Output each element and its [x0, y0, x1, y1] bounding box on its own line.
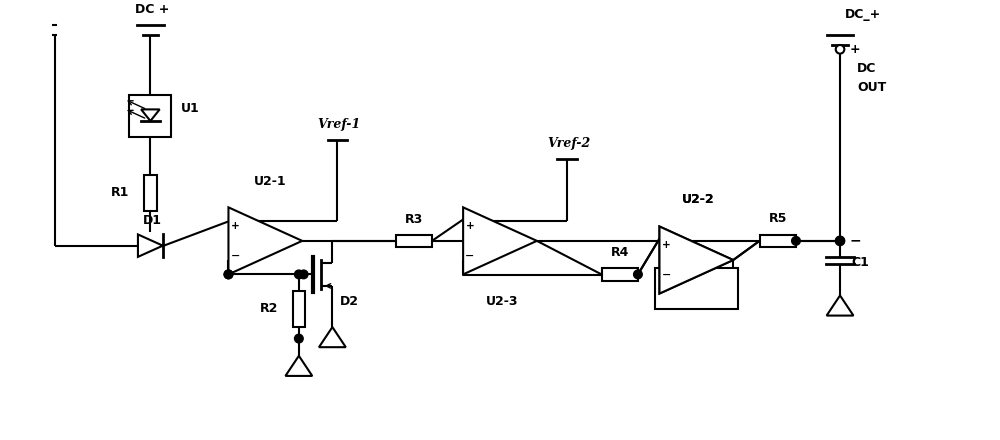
- Circle shape: [295, 334, 303, 343]
- Text: R5: R5: [769, 212, 787, 224]
- Text: +: +: [231, 221, 240, 231]
- Polygon shape: [463, 207, 537, 275]
- Text: −: −: [661, 270, 671, 280]
- Polygon shape: [659, 227, 733, 293]
- Circle shape: [299, 270, 308, 279]
- Text: −: −: [465, 251, 475, 261]
- Bar: [760, 235, 796, 247]
- Circle shape: [836, 237, 844, 245]
- Text: +: +: [850, 43, 860, 56]
- Text: DC +: DC +: [135, 3, 169, 16]
- Text: R4: R4: [611, 246, 629, 259]
- Polygon shape: [141, 110, 160, 121]
- Polygon shape: [319, 327, 346, 347]
- Text: U2-1: U2-1: [254, 175, 286, 188]
- Text: C1: C1: [852, 257, 869, 269]
- Text: Vref-2: Vref-2: [547, 137, 591, 150]
- Bar: [396, 235, 432, 247]
- Bar: [144, 175, 157, 211]
- Text: U2-3: U2-3: [486, 294, 518, 308]
- Text: R1: R1: [111, 187, 129, 199]
- Text: D2: D2: [340, 296, 359, 308]
- Circle shape: [792, 237, 800, 245]
- Text: +: +: [662, 240, 671, 250]
- Text: −: −: [230, 251, 240, 261]
- Bar: [602, 268, 638, 281]
- Circle shape: [224, 270, 233, 279]
- Text: R2: R2: [259, 302, 278, 315]
- Text: DC: DC: [857, 62, 877, 75]
- Polygon shape: [138, 235, 163, 257]
- Bar: [129, 95, 171, 137]
- Text: +: +: [662, 240, 671, 250]
- Circle shape: [295, 270, 303, 279]
- Polygon shape: [285, 356, 312, 376]
- Polygon shape: [659, 227, 733, 293]
- Text: OUT: OUT: [857, 81, 887, 94]
- Text: −: −: [850, 234, 861, 248]
- Text: Vref-1: Vref-1: [317, 118, 361, 131]
- Polygon shape: [228, 207, 302, 275]
- Circle shape: [224, 270, 233, 279]
- Text: DC_+: DC_+: [845, 7, 881, 21]
- Text: D1: D1: [143, 214, 162, 227]
- Polygon shape: [827, 296, 853, 315]
- Text: U1: U1: [181, 102, 200, 115]
- Bar: [293, 291, 305, 327]
- Text: +: +: [465, 221, 474, 231]
- Text: R3: R3: [405, 213, 423, 226]
- Bar: [655, 268, 738, 309]
- Circle shape: [836, 45, 844, 54]
- Text: U2-2: U2-2: [682, 194, 715, 206]
- Text: U2-2: U2-2: [682, 194, 715, 206]
- Circle shape: [836, 237, 844, 245]
- Text: −: −: [661, 270, 671, 280]
- Circle shape: [634, 270, 642, 279]
